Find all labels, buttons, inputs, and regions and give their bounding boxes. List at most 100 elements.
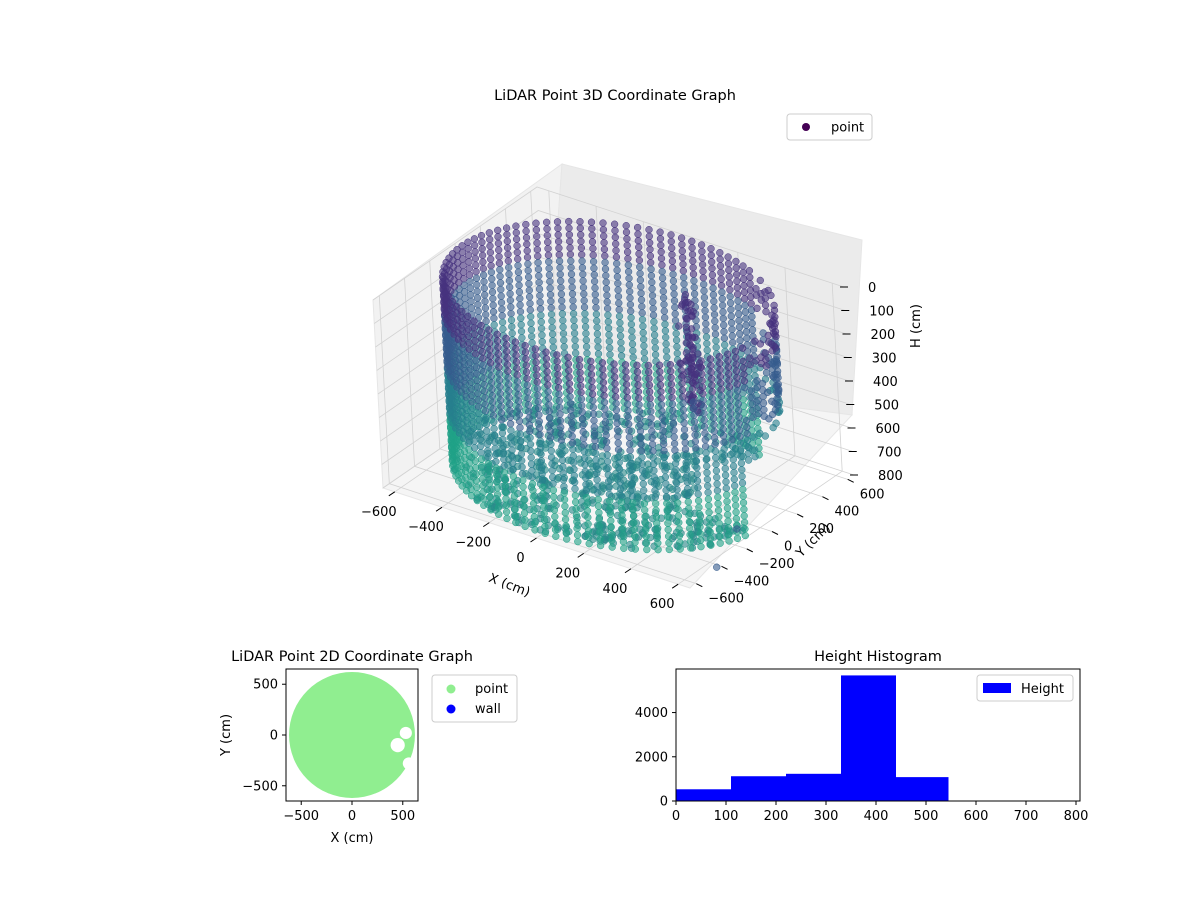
- point-3d: [548, 323, 556, 332]
- point-3d: [674, 505, 682, 514]
- point-3d: [709, 277, 717, 286]
- point-3d: [676, 545, 684, 553]
- point-3d: [534, 391, 542, 399]
- x-tick-label-histogram: 600: [964, 809, 989, 824]
- point-3d: [499, 449, 508, 457]
- point-3d: [548, 317, 556, 325]
- point-3d: [593, 469, 601, 477]
- point-3d: [654, 546, 662, 554]
- point-3d: [472, 350, 480, 358]
- point-3d: [483, 433, 491, 442]
- point-3d: [645, 232, 653, 240]
- point-3d: [559, 463, 567, 471]
- point-3d: [690, 418, 699, 426]
- point-3d: [707, 541, 715, 549]
- point-3d: [487, 268, 496, 276]
- y-tick-3d: [847, 478, 854, 483]
- point-3d: [648, 285, 656, 293]
- point-3d: [731, 495, 740, 503]
- point-3d: [594, 336, 602, 345]
- point-3d: [570, 465, 578, 473]
- point-3d: [557, 290, 566, 298]
- point-3d: [678, 247, 686, 255]
- point-3d: [573, 531, 582, 539]
- point-3d: [652, 506, 660, 514]
- point-3d: [679, 399, 687, 407]
- point-3d: [700, 280, 708, 289]
- point-3d: [501, 475, 509, 483]
- point-3d: [710, 421, 718, 429]
- point-3d: [606, 503, 614, 512]
- point-3d: [662, 333, 670, 342]
- point-3d: [724, 524, 733, 532]
- point-3d: [478, 348, 487, 356]
- point-3d: [532, 226, 541, 234]
- point-3d: [677, 360, 685, 368]
- point-3d: [679, 260, 687, 268]
- legend-histogram-swatch: [983, 683, 1011, 693]
- point-3d: [713, 486, 722, 495]
- point-3d: [729, 338, 737, 347]
- point-3d: [612, 406, 621, 414]
- point-3d: [689, 257, 697, 265]
- point-3d: [484, 446, 492, 455]
- point-3d: [485, 339, 494, 347]
- point-3d: [735, 420, 743, 428]
- point-3d: [635, 243, 643, 251]
- point-3d: [495, 510, 503, 518]
- point-3d: [704, 488, 712, 497]
- point-3d: [739, 268, 747, 277]
- point-3d: [749, 413, 757, 421]
- point-3d: [654, 539, 662, 547]
- point-3d: [673, 343, 681, 351]
- point-3d: [626, 287, 634, 296]
- point-3d: [608, 536, 616, 545]
- histogram-ticks: 0 100 200 300 400 500 600 700 800 0 2000 4000: [635, 706, 1089, 824]
- point-3d: [630, 532, 639, 540]
- point-3d: [498, 429, 507, 437]
- point-3d: [534, 404, 543, 412]
- point-3d: [676, 538, 684, 546]
- point-3d: [668, 387, 676, 395]
- point-3d: [478, 238, 486, 246]
- point-3d: [518, 456, 526, 465]
- point-3d: [688, 372, 696, 380]
- point-3d: [765, 338, 773, 346]
- point-3d: [526, 427, 534, 435]
- point-3d: [700, 423, 709, 431]
- point-3d: [690, 411, 698, 419]
- point-3d: [493, 337, 502, 345]
- point-3d: [735, 413, 743, 421]
- point-3d: [691, 437, 700, 446]
- point-3d: [740, 288, 749, 296]
- point-3d: [544, 394, 553, 402]
- point-3d: [625, 281, 633, 289]
- point-3d: [647, 414, 655, 422]
- point-3d: [582, 329, 590, 338]
- point-3d: [516, 430, 524, 438]
- point-3d: [648, 440, 657, 449]
- point-3d: [539, 483, 547, 491]
- point-3d: [616, 478, 624, 487]
- point-3d: [550, 506, 559, 514]
- point-3d: [490, 314, 498, 322]
- point-3d: [612, 399, 620, 408]
- point-3d: [543, 361, 551, 369]
- point-3d: [612, 393, 620, 401]
- point-3d: [515, 410, 523, 419]
- point-3d: [505, 270, 513, 278]
- point-3d: [651, 486, 659, 495]
- point-3d: [677, 234, 686, 242]
- point-3d: [498, 318, 507, 327]
- point-3d: [708, 258, 716, 266]
- point-3d: [686, 537, 695, 546]
- point-3d: [655, 361, 664, 369]
- point-3d: [551, 519, 559, 527]
- point-3d: [535, 417, 543, 426]
- x-tick-label-histogram: 300: [814, 809, 839, 824]
- point-3d: [579, 434, 588, 443]
- point-3d: [543, 225, 551, 233]
- point-3d: [568, 283, 576, 291]
- point-3d: [660, 300, 668, 309]
- point-3d: [613, 266, 621, 274]
